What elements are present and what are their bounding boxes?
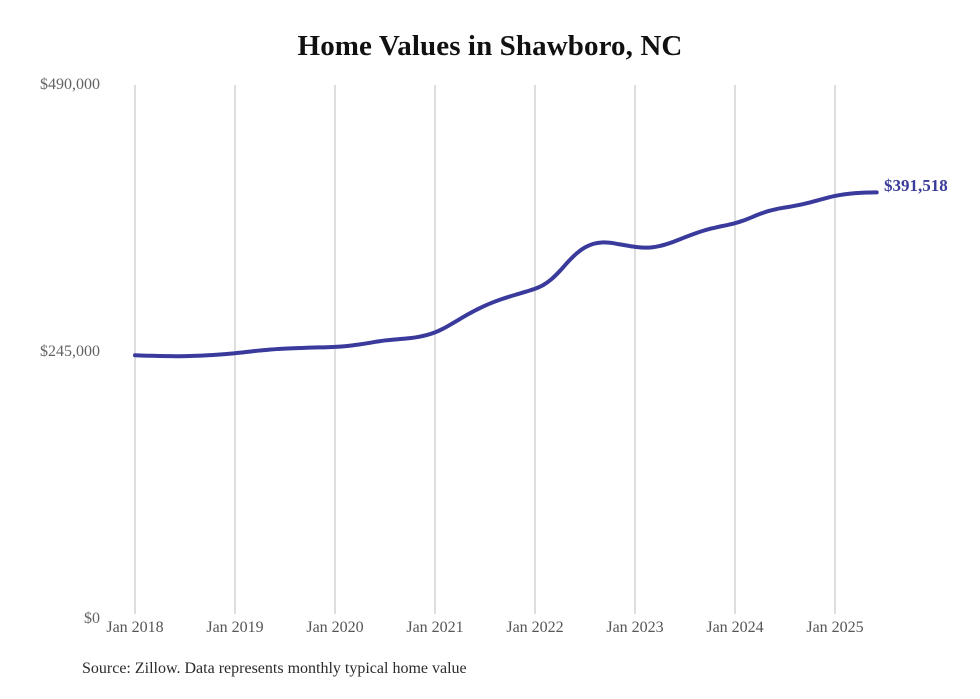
x-axis-tick-jan-2019: Jan 2019 (206, 619, 264, 636)
end-value-annotation: $391,518 (884, 176, 948, 195)
y-axis-tick-mid: $245,000 (40, 343, 100, 360)
x-axis-tick-jan-2022: Jan 2022 (506, 619, 564, 636)
chart-title: Home Values in Shawboro, NC (297, 30, 683, 62)
x-axis-tick-jan-2018: Jan 2018 (106, 619, 164, 636)
home-value-line (133, 190, 879, 359)
x-axis-tick-jan-2025: Jan 2025 (806, 619, 864, 636)
x-axis-tick-jan-2024: Jan 2024 (706, 619, 764, 636)
x-axis-tick-jan-2021: Jan 2021 (406, 619, 464, 636)
y-axis-tick-zero: $0 (84, 610, 100, 627)
x-axis-tick-jan-2023: Jan 2023 (606, 619, 664, 636)
x-axis-tick-jan-2020: Jan 2020 (306, 619, 364, 636)
source-note: Source: Zillow. Data represents monthly … (82, 660, 467, 677)
y-axis-tick-top: $490,000 (40, 76, 100, 93)
